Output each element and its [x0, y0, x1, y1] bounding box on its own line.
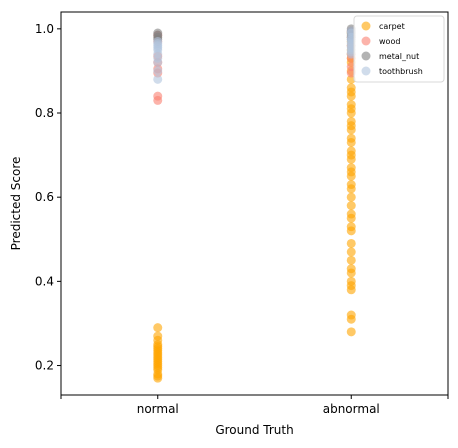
point-carpet-45 — [346, 171, 356, 181]
y-axis: 0.2 0.4 0.6 0.8 1.0 — [35, 22, 61, 373]
y-tick-label-1: 0.4 — [35, 274, 54, 288]
y-tick-label-2: 0.6 — [35, 190, 54, 204]
point-carpet-64 — [346, 327, 356, 337]
point-carpet-34 — [346, 108, 356, 118]
legend-marker-carpet — [361, 21, 371, 31]
point-carpet-63 — [346, 314, 356, 324]
point-carpet-47 — [346, 184, 356, 194]
legend-marker-toothbrush — [361, 66, 371, 76]
y-axis-title: Predicted Score — [9, 157, 23, 251]
legend: carpet wood metal_nut toothbrush — [353, 15, 445, 83]
point-carpet-56 — [346, 255, 356, 265]
chart-marks — [153, 24, 356, 383]
legend-label-toothbrush: toothbrush — [379, 67, 423, 76]
point-toothbrush-9 — [153, 74, 163, 84]
point-wood-7 — [153, 95, 163, 105]
point-carpet-53 — [346, 226, 356, 236]
point-carpet-0 — [153, 323, 163, 333]
y-tick-label-3: 0.8 — [35, 106, 54, 120]
legend-box — [353, 15, 445, 83]
point-carpet-55 — [346, 247, 356, 257]
x-tick-label-normal: normal — [137, 402, 179, 416]
point-carpet-49 — [346, 201, 356, 211]
point-carpet-31 — [346, 91, 356, 101]
point-carpet-51 — [346, 213, 356, 223]
y-tick-label-4: 1.0 — [35, 22, 54, 36]
legend-marker-metal_nut — [361, 51, 371, 61]
y-tick-label-0: 0.2 — [35, 359, 54, 373]
point-carpet-58 — [346, 268, 356, 278]
x-tick-label-abnormal: abnormal — [323, 402, 380, 416]
point-carpet-39 — [346, 137, 356, 147]
point-carpet-54 — [346, 238, 356, 248]
point-carpet-18 — [153, 373, 163, 383]
legend-label-metal_nut: metal_nut — [379, 52, 419, 61]
legend-marker-wood — [361, 36, 371, 46]
legend-label-wood: wood — [379, 37, 400, 46]
x-axis: normal abnormal — [60, 395, 449, 416]
point-carpet-37 — [346, 125, 356, 135]
point-toothbrush-8 — [153, 66, 163, 76]
plot-frame — [60, 11, 449, 396]
legend-label-carpet: carpet — [379, 22, 405, 31]
x-axis-title: Ground Truth — [215, 423, 293, 437]
point-carpet-48 — [346, 192, 356, 202]
point-carpet-61 — [346, 285, 356, 295]
point-carpet-42 — [346, 154, 356, 164]
point-toothbrush-7 — [153, 58, 163, 68]
